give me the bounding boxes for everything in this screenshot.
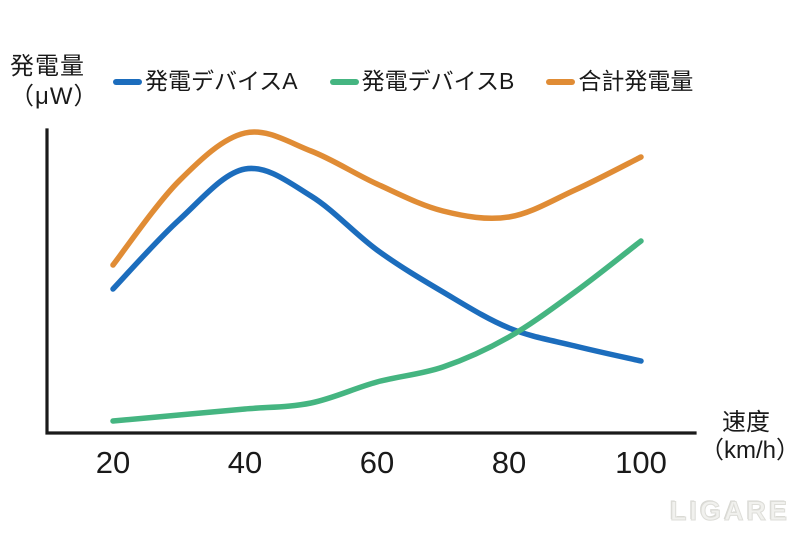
legend-item-total: 合計発電量 <box>546 62 693 96</box>
x-axis-label: 速度 （km/h） <box>700 409 800 465</box>
curve-device-b <box>110 238 644 424</box>
ligare-watermark: LIGARE <box>669 496 790 527</box>
x-axis-label-line1: 速度 <box>722 409 770 436</box>
device-a-line-swatch-icon <box>113 79 142 85</box>
axes <box>45 128 697 435</box>
curve-device-a <box>110 165 644 364</box>
y-axis-label-line1: 発電量 <box>10 53 85 80</box>
y-axis-label-line2: （μW） <box>10 83 99 110</box>
x-tick-label-100: 100 <box>615 445 667 480</box>
legend: 発電デバイスA 発電デバイスB 合計発電量 <box>113 62 725 96</box>
x-tick-label-80: 80 <box>492 445 526 480</box>
legend-label-total: 合計発電量 <box>578 68 694 94</box>
y-axis-label: 発電量 （μW） <box>10 52 98 112</box>
curve-total <box>110 129 644 268</box>
total-line-swatch-icon <box>546 79 576 85</box>
legend-item-device-a: 発電デバイスA <box>113 62 298 96</box>
x-axis-label-line2: （km/h） <box>700 437 800 464</box>
legend-label-device-a: 発電デバイスA <box>145 68 298 94</box>
device-b-line-swatch-icon <box>329 79 359 85</box>
x-tick-label-40: 40 <box>228 445 262 480</box>
x-tick-label-20: 20 <box>96 445 130 480</box>
legend-label-device-b: 発電デバイスB <box>361 68 515 94</box>
x-tick-label-60: 60 <box>360 445 394 480</box>
legend-item-device-b: 発電デバイスB <box>329 62 515 96</box>
